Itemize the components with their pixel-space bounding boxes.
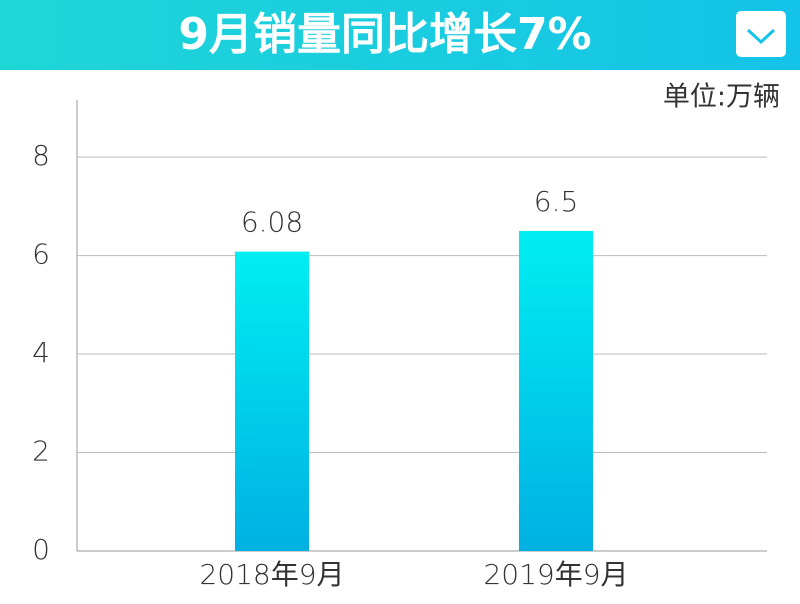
y-tick-label: 2 — [32, 435, 50, 468]
y-tick-label: 8 — [32, 139, 50, 172]
x-tick-label: 2019年9月 — [483, 558, 628, 591]
dropdown-button[interactable] — [736, 11, 786, 57]
unit-label: 单位:万辆 — [663, 82, 780, 113]
value-label: 6.5 — [534, 185, 579, 218]
x-tick-label: 2018年9月 — [199, 558, 344, 591]
y-tick-label: 4 — [32, 336, 50, 369]
dropdown-chevron[interactable] — [746, 28, 776, 45]
dropdown-box[interactable] — [736, 11, 786, 57]
y-tick-label: 0 — [32, 533, 50, 566]
y-tick-label: 6 — [32, 238, 50, 271]
value-label: 6.08 — [241, 206, 303, 239]
bar — [519, 230, 593, 551]
chart-title: 9月销量同比增长7% — [178, 9, 591, 60]
header-band — [0, 0, 800, 70]
bar — [235, 251, 309, 551]
